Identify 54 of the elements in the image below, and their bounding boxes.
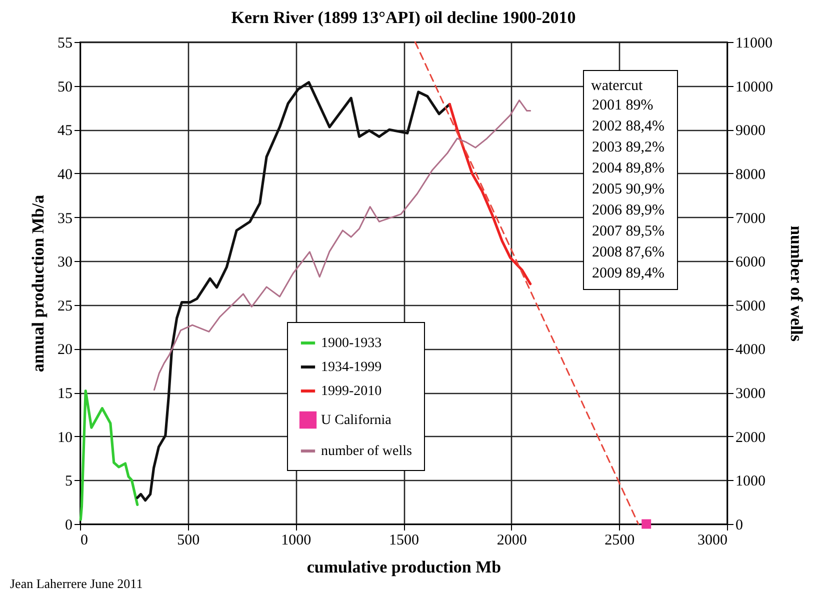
y-tick-label: 20	[58, 342, 72, 358]
annotation: 2004 89,8%	[592, 160, 664, 176]
legend-label: number of wells	[321, 444, 412, 459]
y2-tick-label: 9000	[736, 123, 766, 140]
y-tick-label: 55	[58, 36, 72, 52]
legend-label: 1999-2010	[321, 384, 382, 399]
line-series	[448, 102, 532, 286]
y-axis-title: annual production Mb/a	[28, 194, 48, 372]
y2-tick-label: 7000	[736, 210, 766, 227]
x-tick-label: 2000	[496, 532, 527, 548]
y2-tick-label: 4000	[736, 342, 766, 358]
annotation: 2009 89,4%	[592, 266, 664, 282]
legend-label: 1900-1933	[321, 336, 382, 351]
chart-title: Kern River (1899 13°API) oil decline 1900-2010	[231, 8, 576, 27]
y-tick-label: 40	[58, 166, 72, 183]
x-tick-label: 0	[80, 532, 88, 548]
x-tick-label: 1000	[281, 532, 312, 548]
annotation: 2007 89,5%	[592, 224, 664, 240]
y-tick-label: 5	[65, 474, 72, 490]
y2-tick-label: 10000	[736, 79, 773, 96]
y-tick-label: 30	[58, 254, 72, 271]
text: Jean Laherrere June 2011	[10, 576, 143, 591]
x-axis-title: cumulative production Mb	[306, 558, 502, 576]
y2-tick-label: 1000	[736, 474, 766, 490]
y2-axis-title: number of wells	[787, 226, 806, 342]
annotation: 2008 87,6%	[592, 244, 664, 260]
legend-label: 1934-1999	[321, 360, 382, 375]
line-series	[136, 81, 451, 502]
y-tick-label: 10	[58, 430, 72, 446]
annotation: watercut	[591, 78, 644, 94]
annotation: 2005 90,9%	[592, 182, 664, 198]
y2-tick-label: 2000	[736, 430, 766, 446]
x-tick-label: 3000	[698, 532, 728, 548]
y2-tick-label: 8000	[736, 166, 766, 183]
y-tick-label: 45	[58, 123, 72, 140]
y-tick-label: 15	[58, 386, 72, 402]
y2-tick-label: 11000	[736, 36, 772, 52]
annotation: 2002 88,4%	[592, 118, 664, 134]
annotation: 2006 89,9%	[592, 202, 664, 218]
x-tick-label: 2500	[604, 532, 635, 548]
x-tick-label: 1500	[389, 532, 419, 548]
line-series	[79, 389, 139, 521]
y-tick-label: 25	[58, 298, 72, 314]
y-tick-label: 0	[65, 518, 72, 534]
y-tick-label: 50	[58, 79, 72, 96]
y-tick-label: 35	[58, 210, 72, 227]
x-tick-label: 500	[177, 532, 200, 548]
legend-label: U California	[321, 413, 392, 428]
y2-tick-label: 6000	[736, 254, 766, 271]
annotation: 2003 89,2%	[592, 140, 664, 156]
annotation: 2001 89%	[592, 98, 654, 114]
y2-tick-label: 0	[736, 518, 743, 534]
y2-tick-label: 3000	[736, 386, 766, 402]
y2-tick-label: 5000	[736, 298, 766, 314]
